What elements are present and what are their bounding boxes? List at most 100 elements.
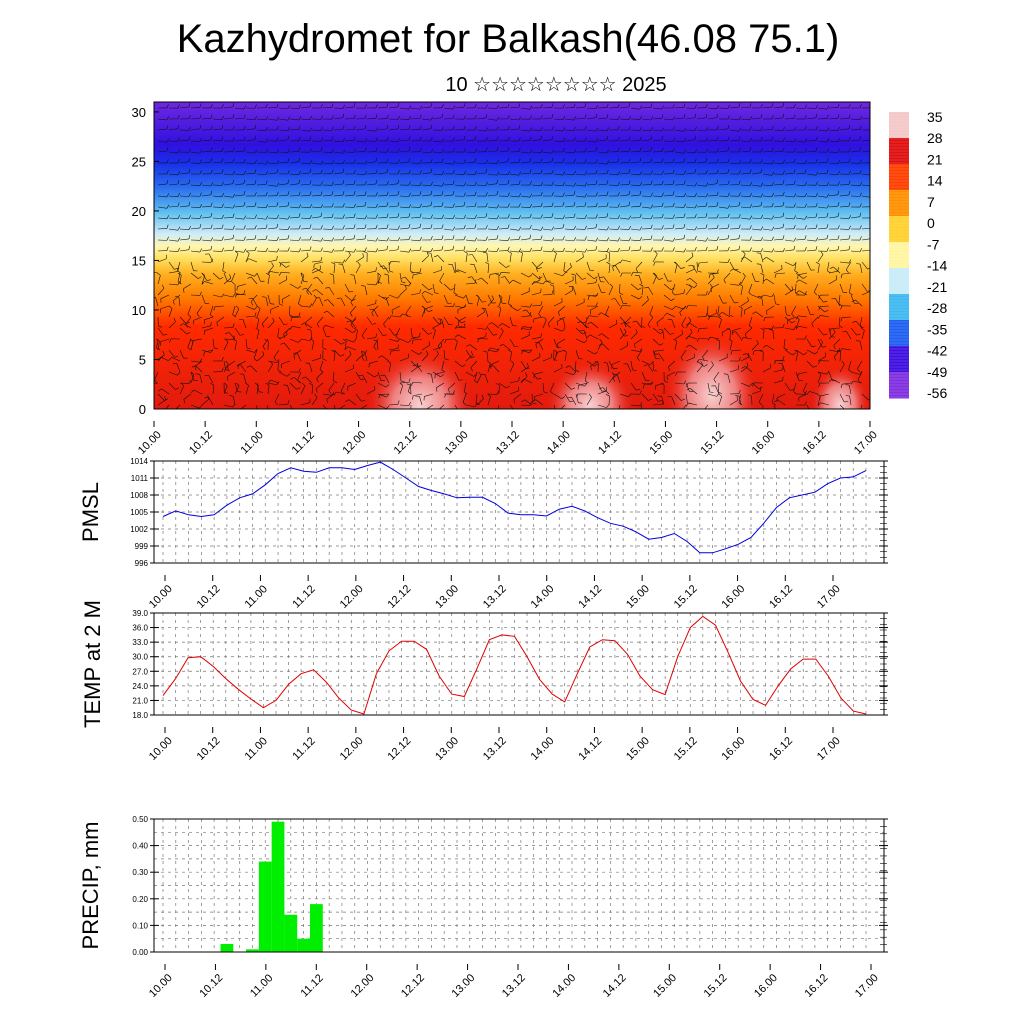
cross-section-x-tick-label: 15.00 xyxy=(647,429,675,457)
wind-barb-flag xyxy=(871,136,872,140)
pmsl-y-tick-label: 996 xyxy=(135,559,149,568)
pmsl-series-line xyxy=(163,462,866,553)
colorbar-swatch xyxy=(889,112,909,139)
colorbar-swatch xyxy=(889,190,909,217)
pmsl-y-tick-label: 1014 xyxy=(130,457,148,466)
precip-y-tick-label: 0.00 xyxy=(132,948,148,957)
wind-barb-flag xyxy=(871,171,873,175)
temp-x-tick-label: 14.12 xyxy=(576,735,604,763)
precip-x-tick-label: 10.12 xyxy=(197,972,225,1000)
pmsl-y-tick-label: 1002 xyxy=(130,525,148,534)
pmsl-x-tick-label: 16.00 xyxy=(719,583,747,611)
pmsl-grid xyxy=(154,461,884,563)
precip-bar xyxy=(310,904,323,952)
precip-x-tick-label: 12.12 xyxy=(399,972,427,1000)
wind-barb-flag xyxy=(871,104,872,108)
temp-x-tick-label: 15.00 xyxy=(624,735,652,763)
pmsl-x-tick-label: 12.00 xyxy=(338,583,366,611)
wind-barb-flag xyxy=(681,412,683,415)
colorbar-label: -49 xyxy=(927,364,947,380)
temp-y-tick-label: 18.0 xyxy=(132,711,148,720)
colorbar-swatch xyxy=(889,268,909,295)
cross-section-x-tick-label: 10.00 xyxy=(136,429,164,457)
wind-barb-flag xyxy=(497,414,500,416)
precip-bar xyxy=(221,944,234,952)
precip-x-tick-label: 15.00 xyxy=(651,972,679,1000)
cross-section-y-tick-label: 15 xyxy=(132,253,146,268)
cross-section-y-tick-label: 25 xyxy=(132,154,146,169)
colorbar-label: 21 xyxy=(927,151,943,167)
cross-section-x-tick-label: 10.12 xyxy=(187,429,215,457)
precip-x-tick-label: 14.00 xyxy=(550,972,578,1000)
colorbar-label: -14 xyxy=(927,258,947,274)
cross-section-x-tick-label: 12.12 xyxy=(392,429,420,457)
wind-barb-flag xyxy=(871,126,872,130)
pmsl-x-tick-label: 14.00 xyxy=(529,583,557,611)
precip-bar xyxy=(284,915,297,952)
cross-section-x-tick-label: 12.00 xyxy=(340,429,368,457)
cross-section-x-tick-label: 11.12 xyxy=(290,429,317,456)
pmsl-x-tick-label: 14.12 xyxy=(576,583,604,611)
wind-barb-flag xyxy=(871,246,872,250)
pmsl-y-tick-label: 1011 xyxy=(131,474,149,483)
pmsl-x-tick-label: 10.12 xyxy=(195,583,223,611)
precip-y-tick-label: 0.30 xyxy=(132,868,148,877)
precip-bar xyxy=(272,822,285,952)
wind-barb-flag xyxy=(762,414,766,416)
colorbar-label: 14 xyxy=(927,173,943,189)
temp-y-tick-label: 21.0 xyxy=(132,696,148,705)
temp-y-tick-label: 39.0 xyxy=(132,609,148,618)
wind-barb-flag xyxy=(871,235,872,239)
precip-y-axis-label: PRECIP, mm xyxy=(78,822,103,950)
cross-section-x-tick-label: 17.00 xyxy=(852,429,880,457)
temp-x-tick-label: 11.00 xyxy=(243,735,270,762)
colorbar-label: 7 xyxy=(927,194,935,210)
colorbar-label: 35 xyxy=(927,109,943,125)
wind-barb-flag xyxy=(163,412,165,415)
cross-section-y-tick-label: 0 xyxy=(139,402,146,417)
wind-barb-flag xyxy=(618,414,621,416)
precip-x-tick-label: 11.00 xyxy=(248,972,275,999)
wind-barb-flag xyxy=(871,214,872,218)
wind-barb-flag xyxy=(295,412,299,413)
precip-x-tick-label: 11.12 xyxy=(298,972,325,999)
wind-barb-flag xyxy=(871,203,872,207)
cross-section-y-tick-label: 10 xyxy=(132,303,146,318)
temp-x-tick-label: 13.00 xyxy=(433,735,461,763)
pmsl-x-tick-label: 11.00 xyxy=(243,583,270,610)
precip-x-tick-label: 17.00 xyxy=(853,972,881,1000)
temp-x-tick-label: 12.00 xyxy=(338,735,366,763)
cross-section-x-tick-label: 16.00 xyxy=(750,429,778,457)
colorbar-label: 0 xyxy=(927,215,935,231)
wind-barb-flag xyxy=(329,410,333,411)
pmsl-y-tick-label: 1005 xyxy=(130,508,148,517)
wind-barb-flag xyxy=(267,414,271,416)
temp-x-tick-label: 16.00 xyxy=(719,735,747,763)
colorbar-label: 28 xyxy=(927,130,943,146)
temp-x-tick-label: 13.12 xyxy=(481,735,509,763)
colorbar-label: -56 xyxy=(927,385,947,401)
precip-x-tick-label: 16.00 xyxy=(752,972,780,1000)
precip-y-tick-label: 0.40 xyxy=(132,842,148,851)
temp-x-tick-label: 16.12 xyxy=(767,735,795,763)
precip-y-tick-label: 0.10 xyxy=(132,921,148,930)
precip-x-tick-label: 15.12 xyxy=(702,972,730,1000)
precip-y-tick-label: 0.50 xyxy=(132,815,148,824)
precip-x-tick-label: 13.12 xyxy=(500,972,528,1000)
colorbar-label: -35 xyxy=(927,321,947,337)
temp-x-tick-label: 10.12 xyxy=(195,735,223,763)
wind-barb-flag xyxy=(411,414,415,416)
wind-barb-flag xyxy=(239,410,240,414)
page-subtitle: 10 ☆☆☆☆☆☆☆☆ 2025 xyxy=(445,74,666,96)
temp-y-tick-label: 33.0 xyxy=(132,638,148,647)
precip-x-tick-label: 14.12 xyxy=(601,972,629,1000)
cross-section-x-tick-label: 15.12 xyxy=(698,429,726,457)
wind-barb-flag xyxy=(859,414,862,417)
cross-section-x-tick-label: 16.12 xyxy=(801,429,829,457)
wind-barb-flag xyxy=(871,194,873,197)
